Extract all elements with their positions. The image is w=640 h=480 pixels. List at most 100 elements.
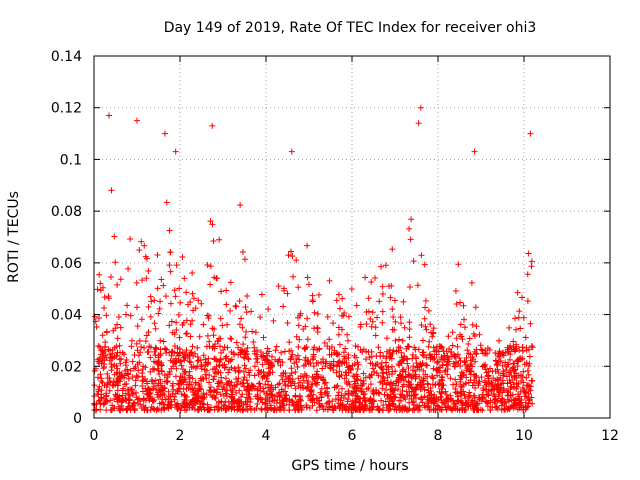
data-point [465,402,472,409]
data-point [470,392,477,399]
data-point [305,281,312,288]
data-point [240,376,247,383]
data-point [176,334,183,341]
data-point [453,300,460,307]
data-point [400,381,407,388]
data-point [362,398,369,405]
data-point [495,393,502,400]
data-point [189,404,196,411]
data-point [127,367,134,374]
data-point [117,349,124,356]
data-point [313,371,320,378]
data-point [183,289,190,296]
data-point [147,293,154,300]
data-point [391,326,398,333]
data-point [97,280,104,287]
data-point [392,337,399,344]
data-point [446,358,453,365]
data-point [206,343,213,350]
data-point [97,400,104,407]
data-point [229,393,236,400]
data-point [290,273,297,280]
data-point [176,285,183,292]
data-point [99,332,106,339]
data-point [160,282,167,289]
data-point [500,368,507,375]
data-point [103,384,110,391]
data-point [241,362,248,369]
y-tick-label: 0.06 [51,256,82,272]
data-point [428,399,435,406]
data-point [99,284,106,291]
data-point [399,368,406,375]
data-point [361,390,368,397]
data-point [457,299,464,306]
data-point [95,358,102,365]
data-point [383,335,390,342]
data-point [523,344,530,351]
data-point [247,396,254,403]
data-point [473,323,480,330]
data-point [397,406,404,413]
data-point [124,302,131,309]
data-point [133,304,140,311]
data-point [128,343,135,350]
data-point [372,275,379,282]
data-point [372,332,379,339]
data-point [130,400,137,407]
data-point [320,374,327,381]
data-point [101,344,108,351]
data-point [162,396,169,403]
data-point [209,366,216,373]
data-point [343,406,350,413]
data-point [471,333,478,340]
data-point [139,378,146,385]
data-point [507,383,514,390]
data-point [161,372,168,379]
data-point [142,338,149,345]
data-point [239,391,246,398]
data-point [163,349,170,356]
data-point [519,344,526,351]
data-point [169,329,176,336]
data-point [475,378,482,385]
data-point [373,389,380,396]
data-point [422,297,429,304]
data-point [388,363,395,370]
data-point [151,366,158,373]
data-point [330,367,337,374]
data-point [275,283,282,290]
data-point [333,297,340,304]
data-point [250,383,257,390]
data-point [294,352,301,359]
data-point [103,328,110,335]
data-point [425,343,432,350]
data-point [170,386,177,393]
data-point [114,281,121,288]
data-point [321,339,328,346]
data-point [273,343,280,350]
data-point [340,312,347,319]
data-point [406,399,413,406]
data-point [360,378,367,385]
data-point [244,398,251,405]
data-point [131,407,138,414]
data-point [171,342,178,349]
data-point [471,148,478,155]
data-point [142,253,149,260]
data-point [348,390,355,397]
data-point [434,402,441,409]
y-tick-label: 0.08 [51,204,82,220]
data-point [421,261,428,268]
data-point [492,357,499,364]
data-point [444,362,451,369]
data-point [247,405,254,412]
data-point [240,354,247,361]
data-point [445,404,452,411]
data-point [512,315,519,322]
data-point [462,359,469,366]
data-point [445,333,452,340]
data-point [198,377,205,384]
data-point [209,122,216,129]
data-point [524,271,531,278]
